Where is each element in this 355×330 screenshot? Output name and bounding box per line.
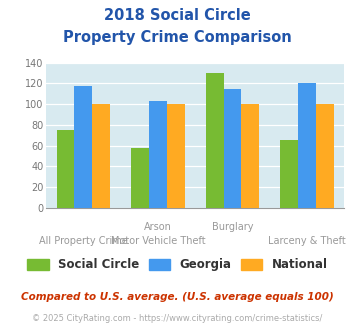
- Bar: [56, 130, 75, 208]
- Bar: [92, 104, 110, 208]
- Bar: [280, 141, 298, 208]
- Text: Arson: Arson: [144, 222, 172, 232]
- Bar: [167, 104, 185, 208]
- Bar: [131, 148, 149, 208]
- Text: © 2025 CityRating.com - https://www.cityrating.com/crime-statistics/: © 2025 CityRating.com - https://www.city…: [32, 314, 323, 323]
- Text: Burglary: Burglary: [212, 222, 253, 232]
- Bar: [206, 73, 224, 208]
- Bar: [224, 89, 241, 208]
- Text: Property Crime Comparison: Property Crime Comparison: [63, 30, 292, 45]
- Text: Motor Vehicle Theft: Motor Vehicle Theft: [111, 236, 205, 246]
- Bar: [316, 104, 334, 208]
- Text: Compared to U.S. average. (U.S. average equals 100): Compared to U.S. average. (U.S. average …: [21, 292, 334, 302]
- Bar: [149, 101, 167, 208]
- Bar: [298, 83, 316, 208]
- Bar: [75, 85, 92, 208]
- Text: 2018 Social Circle: 2018 Social Circle: [104, 8, 251, 23]
- Bar: [241, 104, 260, 208]
- Text: Larceny & Theft: Larceny & Theft: [268, 236, 346, 246]
- Text: All Property Crime: All Property Crime: [39, 236, 128, 246]
- Legend: Social Circle, Georgia, National: Social Circle, Georgia, National: [27, 258, 328, 271]
